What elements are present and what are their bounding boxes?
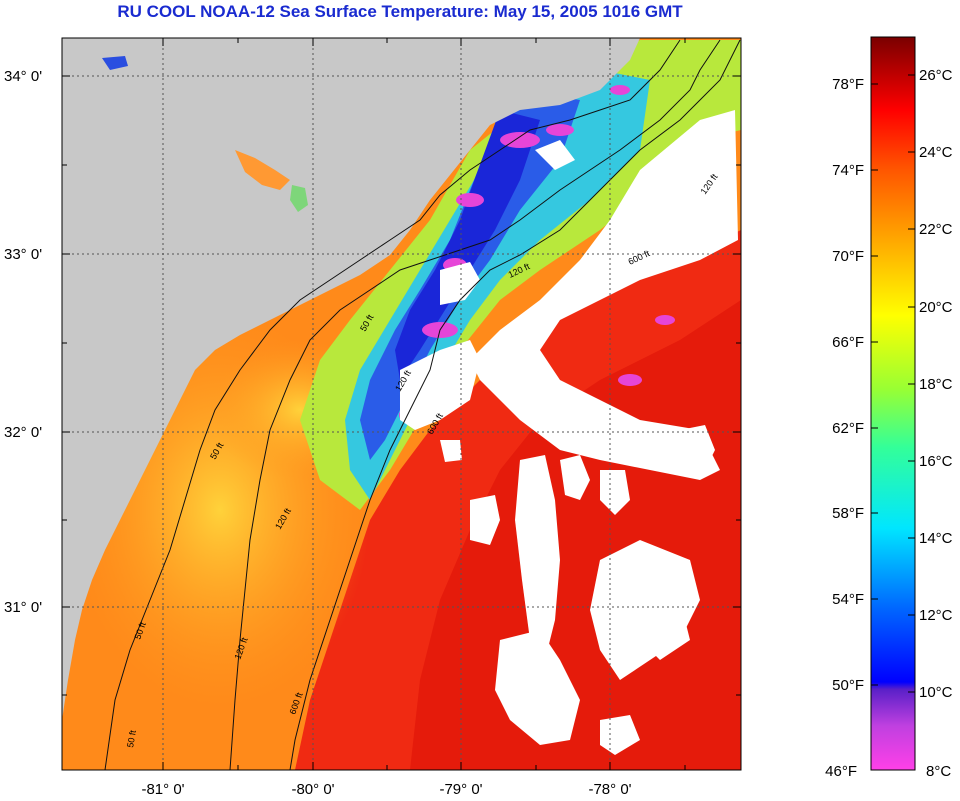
celsius-label: 10°C [919, 684, 953, 701]
sst-map: 50 ft 120 ft 600 ft 120 ft 50 ft 120 ft … [4, 37, 742, 798]
fahrenheit-ticks [871, 83, 878, 686]
fahrenheit-label: 54°F [832, 591, 864, 608]
color-scale-bar [870, 36, 916, 771]
longitude-label: -81° 0' [141, 781, 184, 798]
isobath-contours [104, 39, 741, 770]
celsius-label: 16°C [919, 453, 953, 470]
land-mass [62, 38, 640, 720]
inland-data-patch-2 [290, 185, 308, 212]
celsius-ticks [908, 74, 915, 693]
celsius-label: 12°C [919, 607, 953, 624]
color-scale-legend: 78°F 74°F 70°F 66°F 62°F 58°F 54°F 50°F … [825, 36, 953, 780]
fahrenheit-label: 66°F [832, 334, 864, 351]
celsius-label: 18°C [919, 376, 953, 393]
longitude-label: -78° 0' [588, 781, 631, 798]
latitude-label: 32° 0' [4, 424, 42, 441]
longitude-label: -79° 0' [439, 781, 482, 798]
celsius-label: 20°C [919, 299, 953, 316]
inland-blue-patch [102, 56, 128, 70]
fahrenheit-label: 50°F [832, 677, 864, 694]
longitude-label: -80° 0' [291, 781, 334, 798]
celsius-label: 8°C [926, 763, 951, 780]
latitude-label: 33° 0' [4, 246, 42, 263]
fahrenheit-label: 62°F [832, 420, 864, 437]
inland-data-patch [235, 150, 290, 190]
latitude-label: 34° 0' [4, 68, 42, 85]
frame-ticks [62, 38, 741, 770]
map-frame [61, 37, 742, 771]
fahrenheit-label: 46°F [825, 763, 857, 780]
fahrenheit-label: 58°F [832, 505, 864, 522]
graticule [62, 38, 741, 770]
fahrenheit-label: 74°F [832, 162, 864, 179]
map-title: RU COOL NOAA-12 Sea Surface Temperature:… [117, 2, 683, 21]
fahrenheit-label: 70°F [832, 248, 864, 265]
fahrenheit-label: 78°F [832, 76, 864, 93]
celsius-label: 26°C [919, 67, 953, 84]
celsius-label: 22°C [919, 221, 953, 238]
latitude-label: 31° 0' [4, 599, 42, 616]
isobath-label: 50 ft [125, 729, 138, 748]
celsius-label: 24°C [919, 144, 953, 161]
celsius-label: 14°C [919, 530, 953, 547]
cool-water-deep-blue [395, 110, 540, 380]
cloud-cover [400, 110, 738, 755]
